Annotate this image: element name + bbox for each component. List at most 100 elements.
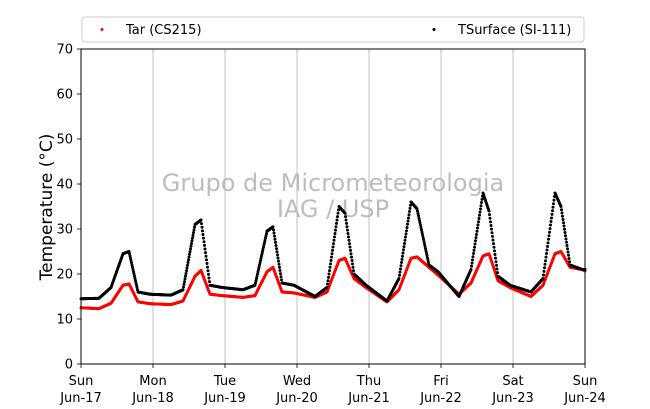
- data-point: [404, 235, 407, 239]
- data-point: [400, 261, 403, 265]
- legend-marker-tsurface: [432, 28, 436, 31]
- data-point: [186, 263, 189, 267]
- data-point: [549, 223, 552, 227]
- y-tick-label: 40: [56, 178, 73, 193]
- data-point: [480, 197, 484, 201]
- data-point: [344, 218, 348, 222]
- watermark: Grupo de Micrometeorologia IAG / USP: [162, 169, 504, 223]
- data-point: [469, 268, 473, 271]
- data-point: [401, 254, 404, 258]
- data-point: [351, 262, 354, 266]
- data-point: [543, 262, 547, 266]
- data-point: [259, 259, 262, 262]
- y-tick-label: 50: [56, 133, 73, 148]
- data-point: [184, 274, 187, 278]
- data-point: [132, 272, 136, 276]
- data-point: [402, 248, 405, 252]
- data-point: [547, 237, 550, 241]
- data-point: [201, 233, 205, 236]
- data-point: [129, 259, 133, 262]
- x-tick-label-date: Jun-17: [59, 391, 102, 406]
- data-point: [420, 228, 423, 232]
- data-point: [350, 255, 353, 259]
- x-tick-label-day: Sat: [502, 374, 523, 389]
- data-point: [330, 252, 334, 256]
- data-point: [480, 201, 483, 205]
- data-point: [489, 224, 493, 227]
- legend-marker-tar: [100, 28, 104, 31]
- data-point: [398, 273, 401, 277]
- data-point: [253, 283, 257, 287]
- data-point: [200, 225, 204, 229]
- data-point: [329, 262, 332, 266]
- data-point: [473, 245, 476, 249]
- x-tick-label-date: Jun-24: [563, 391, 606, 406]
- legend-label-tsurface: TSurface (SI-111): [457, 23, 571, 38]
- data-point: [201, 229, 204, 233]
- data-point: [261, 247, 265, 251]
- data-point: [131, 268, 135, 271]
- data-point: [348, 245, 352, 249]
- data-point: [403, 238, 407, 242]
- data-point: [207, 276, 211, 280]
- data-point: [492, 242, 495, 246]
- data-point: [274, 240, 277, 244]
- data-point: [258, 261, 262, 265]
- data-point: [187, 258, 190, 262]
- data-point: [208, 280, 211, 284]
- data-point: [551, 205, 555, 209]
- data-point: [327, 275, 330, 279]
- data-point: [349, 248, 352, 252]
- data-point: [545, 248, 549, 252]
- data-point: [493, 249, 496, 253]
- data-point: [350, 259, 354, 262]
- data-point: [494, 256, 497, 260]
- data-point: [477, 220, 480, 224]
- data-point: [262, 245, 265, 249]
- data-point: [548, 230, 551, 234]
- data-point: [416, 211, 420, 215]
- data-point: [335, 221, 338, 225]
- data-point: [199, 218, 203, 222]
- data-point: [563, 227, 566, 231]
- data-point: [477, 217, 481, 220]
- data-point: [202, 236, 205, 240]
- data-point: [135, 286, 139, 289]
- data-point: [550, 216, 553, 220]
- data-point: [492, 245, 496, 249]
- data-point: [401, 251, 405, 255]
- data-point: [546, 244, 549, 248]
- data-point: [260, 252, 264, 256]
- data-point: [567, 253, 570, 257]
- data-point: [263, 241, 266, 244]
- data-point: [200, 222, 203, 226]
- data-point: [565, 244, 569, 247]
- data-point: [471, 255, 475, 259]
- data-point: [416, 209, 419, 213]
- data-point: [206, 269, 210, 273]
- data-point: [563, 231, 567, 234]
- data-point: [405, 226, 409, 229]
- data-point: [399, 264, 403, 268]
- data-point: [496, 271, 499, 275]
- y-axis-ticks: 0 10 20 30 40 50 60 70: [56, 43, 81, 373]
- data-point: [420, 230, 424, 234]
- data-point: [545, 252, 548, 256]
- data-point: [346, 228, 349, 232]
- data-point: [188, 252, 191, 256]
- data-point: [343, 211, 347, 215]
- data-point: [346, 232, 350, 235]
- data-point: [259, 256, 263, 260]
- x-tick-label-date: Jun-18: [131, 391, 174, 406]
- data-point: [264, 234, 268, 238]
- data-point: [193, 225, 196, 229]
- data-point: [423, 242, 426, 246]
- data-point: [400, 257, 404, 261]
- data-point: [405, 229, 408, 233]
- y-tick-label: 30: [56, 223, 73, 238]
- data-point: [328, 265, 332, 269]
- data-point: [184, 271, 188, 275]
- data-point: [331, 248, 334, 252]
- data-point: [135, 283, 138, 287]
